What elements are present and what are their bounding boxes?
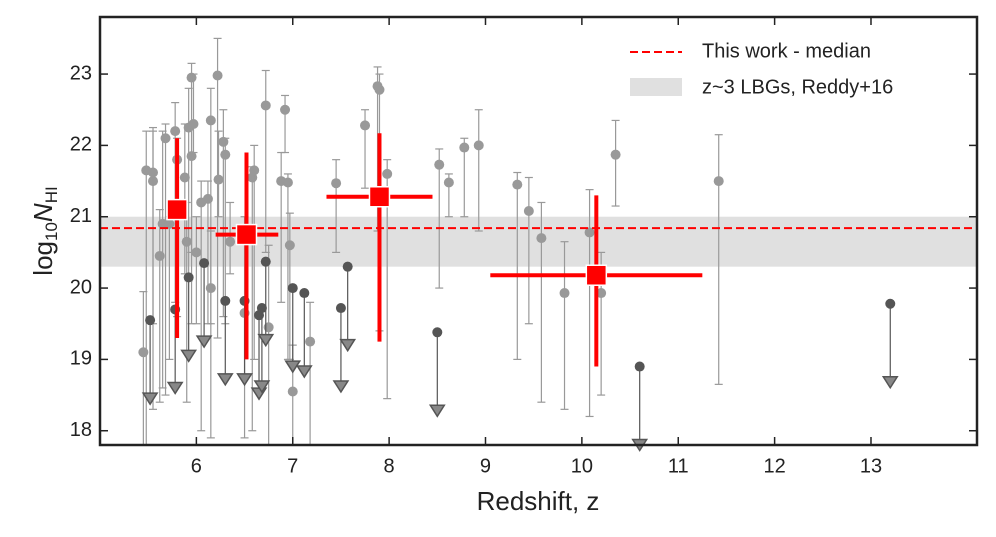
limit-head	[195, 335, 213, 349]
detection-point	[181, 236, 192, 247]
limit-head	[295, 365, 313, 379]
y-tick-label: 21	[70, 205, 92, 227]
x-tick-label: 8	[384, 455, 395, 477]
limit-point	[885, 298, 896, 309]
limit-head	[236, 373, 253, 387]
limit-head	[141, 392, 159, 406]
detection-point	[260, 100, 271, 111]
limit-point	[299, 288, 310, 299]
detection-point	[382, 168, 393, 179]
detection-point	[249, 165, 260, 176]
limit-head	[881, 376, 899, 390]
detection-point	[331, 178, 342, 189]
detection-point	[212, 70, 223, 81]
limit-point	[260, 256, 271, 267]
detection-point	[287, 386, 298, 397]
limit-point	[199, 258, 210, 269]
limit-point	[220, 295, 231, 306]
y-label-var-sub: HI	[42, 186, 61, 203]
y-tick-label: 23	[70, 62, 92, 84]
detection-point	[202, 193, 213, 204]
x-tick-label: 12	[763, 455, 785, 477]
detection-point	[610, 149, 621, 160]
detection-point	[713, 176, 724, 187]
x-tick-label: 9	[480, 455, 491, 477]
limit-head	[257, 333, 275, 348]
x-axis-label: Redshift, z	[477, 486, 600, 516]
y-tick-label: 19	[70, 348, 92, 370]
plot-frame	[98, 15, 979, 447]
detection-point	[263, 322, 274, 333]
detection-point	[179, 172, 190, 183]
y-tick-label: 22	[70, 134, 92, 156]
x-tick-label: 6	[191, 455, 202, 477]
limit-head	[166, 381, 184, 395]
detection-point	[170, 126, 181, 137]
limit-point	[287, 283, 298, 294]
this-work-point	[585, 264, 608, 286]
detection-point	[213, 174, 224, 185]
detection-point	[186, 151, 197, 162]
y-axis-label: log10NHI	[28, 186, 62, 275]
detection-point	[459, 142, 470, 153]
detection-point	[205, 115, 216, 126]
detection-point	[205, 283, 216, 294]
limit-point	[432, 327, 443, 338]
x-tick-label: 7	[287, 455, 298, 477]
detection-point	[154, 250, 165, 261]
this-work-point	[235, 223, 258, 246]
detection-point	[374, 84, 385, 95]
limit-point	[183, 272, 194, 283]
legend-label: z~3 LBGs, Reddy+16	[702, 76, 893, 98]
detection-point	[512, 179, 523, 190]
limit-head	[339, 338, 357, 353]
limit-head	[180, 349, 198, 363]
y-label-text: log	[28, 241, 58, 276]
x-tick-label: 10	[571, 455, 593, 477]
detection-point	[523, 206, 534, 217]
detection-point	[559, 288, 570, 299]
detection-point	[473, 140, 484, 151]
detection-point	[284, 240, 295, 251]
legend-label: This work - median	[702, 40, 871, 62]
limit-point	[335, 303, 346, 314]
x-tick-label: 13	[860, 455, 882, 477]
limit-head	[253, 380, 271, 394]
y-label-var: N	[28, 203, 58, 222]
limit-point	[145, 315, 156, 326]
x-tick-label: 11	[668, 455, 689, 477]
detection-point	[164, 218, 175, 229]
detection-point	[596, 288, 607, 299]
this-work-point	[166, 198, 188, 221]
detection-point	[584, 227, 595, 238]
limit-head	[284, 360, 302, 374]
limit-point	[342, 261, 353, 272]
limit-point	[634, 361, 645, 372]
y-tick-label: 18	[70, 419, 92, 441]
this-work-point	[368, 186, 391, 208]
detection-point	[280, 104, 291, 115]
limit-head	[332, 380, 350, 394]
legend-band	[630, 78, 682, 96]
detection-point	[160, 133, 171, 144]
limit-point	[256, 303, 267, 314]
detection-point	[305, 336, 316, 347]
detection-point	[188, 119, 199, 129]
limit-head	[216, 373, 234, 387]
detection-point	[220, 149, 231, 160]
detection-point	[138, 347, 149, 358]
detection-point	[148, 167, 159, 178]
limit-head	[428, 404, 446, 418]
detection-point	[225, 236, 236, 247]
y-tick-label: 20	[70, 276, 92, 298]
detection-point	[536, 233, 547, 244]
detection-point	[191, 247, 202, 258]
y-label-sub: 10	[42, 222, 61, 241]
detection-point	[443, 177, 454, 188]
detection-point	[434, 159, 445, 170]
detection-point	[360, 120, 371, 131]
detection-point	[282, 177, 293, 188]
